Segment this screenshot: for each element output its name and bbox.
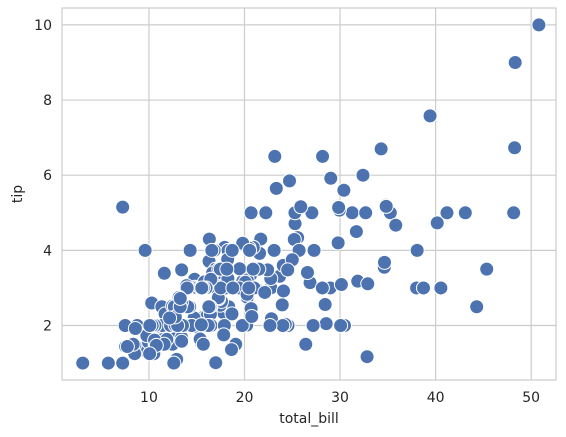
y-tick-label: 4 bbox=[43, 243, 52, 259]
point bbox=[162, 310, 178, 326]
point bbox=[318, 316, 334, 332]
point bbox=[142, 318, 158, 334]
point bbox=[315, 148, 331, 164]
point bbox=[314, 280, 330, 296]
point bbox=[244, 308, 260, 324]
point bbox=[119, 339, 135, 355]
point bbox=[429, 215, 445, 231]
point bbox=[469, 299, 485, 315]
point bbox=[274, 297, 290, 313]
point bbox=[268, 180, 284, 196]
point bbox=[224, 342, 240, 358]
point bbox=[388, 217, 404, 233]
point bbox=[298, 336, 314, 352]
point bbox=[258, 205, 274, 221]
point bbox=[433, 280, 449, 296]
point bbox=[378, 198, 394, 214]
x-tick-label: 20 bbox=[236, 390, 254, 406]
point bbox=[507, 54, 523, 70]
point bbox=[355, 167, 371, 183]
point bbox=[439, 205, 455, 221]
x-tick-label: 40 bbox=[427, 390, 445, 406]
point bbox=[142, 346, 158, 362]
point bbox=[359, 349, 375, 365]
y-axis-label: tip bbox=[10, 185, 26, 203]
point bbox=[331, 200, 347, 216]
point bbox=[219, 261, 235, 277]
point bbox=[360, 276, 376, 292]
point bbox=[409, 242, 425, 258]
point bbox=[234, 318, 250, 334]
point bbox=[305, 318, 321, 334]
y-tick-label: 8 bbox=[43, 93, 52, 109]
point bbox=[531, 17, 547, 33]
point bbox=[194, 280, 210, 296]
point bbox=[166, 355, 182, 371]
point bbox=[457, 205, 473, 221]
point bbox=[348, 224, 364, 240]
point bbox=[293, 199, 309, 215]
point bbox=[204, 242, 220, 258]
point bbox=[422, 108, 438, 124]
x-axis-label: total_bill bbox=[279, 411, 339, 427]
point bbox=[137, 242, 153, 258]
y-tick-label: 6 bbox=[43, 168, 52, 184]
point bbox=[306, 242, 322, 258]
point bbox=[330, 235, 346, 251]
point bbox=[257, 284, 273, 300]
point bbox=[75, 355, 91, 371]
x-tick-label: 10 bbox=[140, 390, 158, 406]
point bbox=[358, 205, 374, 221]
y-tick-label: 10 bbox=[34, 18, 52, 34]
point bbox=[333, 277, 349, 293]
point bbox=[336, 182, 352, 198]
point bbox=[267, 148, 283, 164]
point bbox=[224, 306, 240, 322]
point bbox=[275, 318, 291, 334]
point bbox=[507, 140, 523, 156]
point bbox=[344, 205, 360, 221]
point bbox=[195, 336, 211, 352]
point bbox=[208, 355, 224, 371]
plot-area bbox=[62, 8, 556, 380]
point bbox=[373, 141, 389, 157]
y-tick-label: 2 bbox=[43, 319, 52, 335]
x-tick-label: 50 bbox=[522, 390, 540, 406]
point bbox=[243, 205, 259, 221]
point bbox=[115, 355, 131, 371]
point bbox=[242, 242, 258, 258]
point bbox=[262, 318, 278, 334]
plot-frame bbox=[61, 7, 557, 381]
point bbox=[127, 321, 143, 337]
point bbox=[282, 173, 298, 189]
point bbox=[376, 254, 392, 270]
point bbox=[201, 299, 217, 315]
point bbox=[241, 280, 257, 296]
point bbox=[299, 265, 315, 281]
point bbox=[174, 262, 190, 278]
point bbox=[182, 242, 198, 258]
point bbox=[115, 199, 131, 215]
point bbox=[280, 262, 296, 278]
point bbox=[317, 296, 333, 312]
point bbox=[224, 242, 240, 258]
point bbox=[333, 318, 349, 334]
point bbox=[156, 265, 172, 281]
point bbox=[172, 290, 188, 306]
point bbox=[174, 333, 190, 349]
point bbox=[415, 280, 431, 296]
point bbox=[216, 327, 232, 343]
point bbox=[266, 242, 282, 258]
point bbox=[506, 205, 522, 221]
point bbox=[275, 283, 291, 299]
point bbox=[323, 170, 339, 186]
point bbox=[225, 280, 241, 296]
point bbox=[479, 261, 495, 277]
point bbox=[193, 317, 209, 333]
point bbox=[245, 261, 261, 277]
point bbox=[100, 355, 116, 371]
x-tick-label: 30 bbox=[331, 390, 349, 406]
